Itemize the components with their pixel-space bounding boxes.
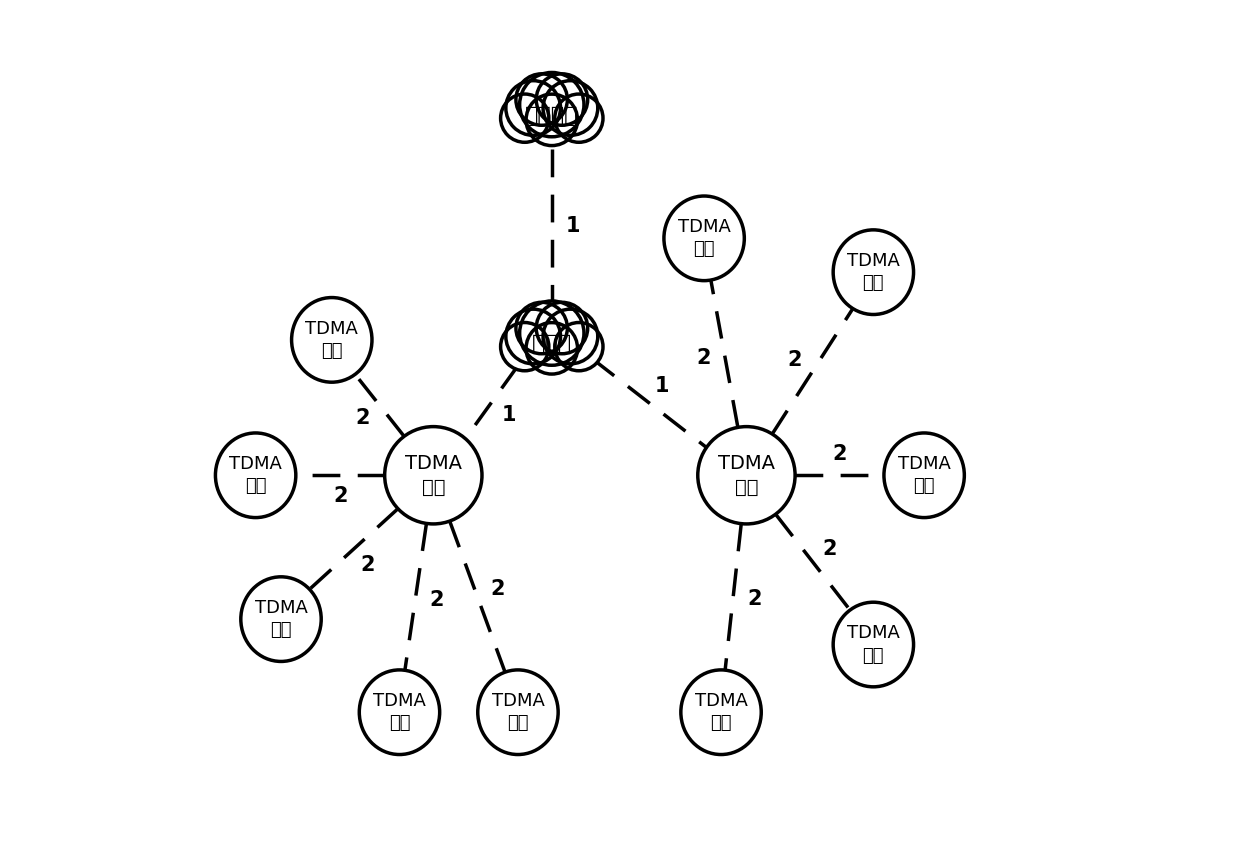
Circle shape xyxy=(536,302,587,354)
Circle shape xyxy=(555,323,603,371)
Circle shape xyxy=(519,301,584,365)
Circle shape xyxy=(536,74,587,126)
Circle shape xyxy=(527,323,577,374)
Text: 2: 2 xyxy=(430,590,444,610)
Text: 1: 1 xyxy=(655,376,669,396)
Circle shape xyxy=(543,309,597,364)
Text: 2: 2 xyxy=(333,486,347,507)
Text: TDMA
设备: TDMA 设备 xyxy=(695,692,747,733)
Text: 2: 2 xyxy=(788,350,802,370)
Circle shape xyxy=(543,81,597,135)
Text: TDMA
网关: TDMA 网关 xyxy=(717,454,774,497)
Text: 2: 2 xyxy=(361,554,375,575)
Circle shape xyxy=(506,81,560,135)
Ellipse shape xyxy=(478,670,558,755)
Text: 2: 2 xyxy=(696,347,711,368)
Text: TDMA
设备: TDMA 设备 xyxy=(229,455,282,495)
Text: TDMA
设备: TDMA 设备 xyxy=(492,692,544,733)
Ellipse shape xyxy=(883,433,964,518)
Ellipse shape xyxy=(681,670,761,755)
Ellipse shape xyxy=(216,433,296,518)
Circle shape xyxy=(527,94,577,145)
Text: TDMA
设备: TDMA 设备 xyxy=(847,624,900,665)
Ellipse shape xyxy=(384,426,482,524)
Text: 1: 1 xyxy=(566,216,580,236)
Text: 2: 2 xyxy=(833,444,846,464)
Text: TDMA
设备: TDMA 设备 xyxy=(305,320,358,360)
Circle shape xyxy=(515,74,567,126)
Text: 2: 2 xyxy=(747,589,762,610)
Circle shape xyxy=(501,323,549,371)
Text: TDMA
设备: TDMA 设备 xyxy=(254,599,307,639)
Text: 2: 2 xyxy=(356,408,370,429)
Ellipse shape xyxy=(698,426,795,524)
Text: TDMA
设备: TDMA 设备 xyxy=(678,218,731,258)
Text: TDMA
设备: TDMA 设备 xyxy=(847,252,900,292)
Text: 1: 1 xyxy=(502,405,515,424)
Ellipse shape xyxy=(664,196,745,281)
Ellipse shape xyxy=(833,230,913,314)
Ellipse shape xyxy=(240,576,321,661)
Text: 2: 2 xyxy=(489,579,504,599)
Circle shape xyxy=(506,309,560,364)
Circle shape xyxy=(555,94,603,143)
Text: 2: 2 xyxy=(823,539,836,559)
Circle shape xyxy=(501,94,549,143)
Ellipse shape xyxy=(291,297,372,382)
Circle shape xyxy=(519,72,584,137)
Text: TDMA
网关: TDMA 网关 xyxy=(405,454,462,497)
Text: TDMA
设备: TDMA 设备 xyxy=(898,455,950,495)
Text: 路由器: 路由器 xyxy=(532,335,572,354)
Ellipse shape xyxy=(833,602,913,687)
Text: 云服务器: 云服务器 xyxy=(525,105,579,126)
Ellipse shape xyxy=(359,670,440,755)
Circle shape xyxy=(515,302,567,354)
Text: TDMA
设备: TDMA 设备 xyxy=(373,692,426,733)
